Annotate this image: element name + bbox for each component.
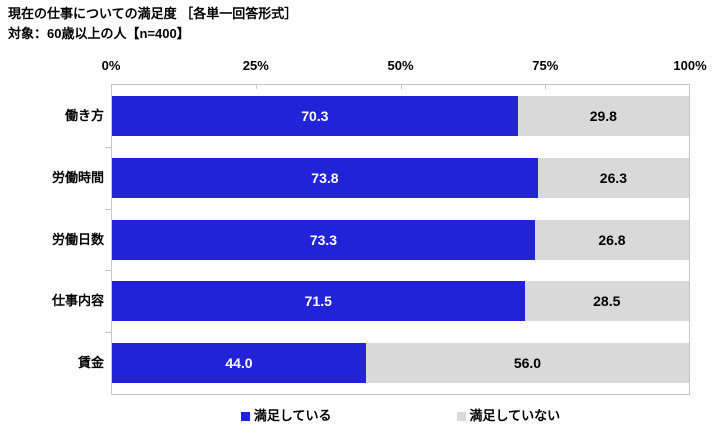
axis-top-tick [400, 85, 402, 89]
bar-segment-not-satisfied: 28.5 [524, 281, 689, 322]
bar-row: 73.8 26.3 [112, 157, 689, 198]
legend-label: 満足していない [469, 408, 561, 423]
axis-top-tick [544, 85, 546, 89]
legend-swatch-not-satisfied [456, 411, 466, 421]
bar-segment-not-satisfied: 56.0 [365, 343, 689, 384]
axis-left-tick [105, 146, 111, 148]
bar-row: 70.3 29.8 [112, 95, 689, 136]
x-axis-tick-label: 25% [242, 58, 269, 73]
chart-legend: 満足している 満足していない [111, 408, 690, 424]
category-label: 賃金 [77, 355, 104, 371]
legend-label: 満足している [253, 408, 332, 423]
x-axis-tick-label: 100% [673, 58, 707, 73]
bar-segment-not-satisfied: 26.3 [537, 157, 689, 198]
page-title: 現在の仕事についての満足度 ［各単一回答形式］ [8, 6, 298, 21]
category-label: 働き方 [64, 107, 104, 123]
axis-left-tick [105, 208, 111, 210]
axis-left-tick [105, 332, 111, 334]
category-label: 労働時間 [51, 169, 104, 185]
x-axis-tick-label: 50% [387, 58, 414, 73]
category-label: 労働日数 [51, 231, 104, 247]
bar-segment-satisfied: 73.8 [112, 157, 538, 198]
bar-segment-satisfied: 70.3 [112, 95, 518, 136]
bar-row: 44.0 56.0 [112, 343, 689, 384]
bar-segment-not-satisfied: 29.8 [517, 95, 689, 136]
axis-top-tick [256, 85, 258, 89]
category-label: 仕事内容 [51, 293, 104, 309]
axis-left-tick [105, 270, 111, 272]
legend-item-satisfied: 満足している [240, 408, 332, 424]
x-axis-tick-label: 75% [532, 58, 559, 73]
x-axis-tick-label: 0% [101, 58, 121, 73]
legend-item-not-satisfied: 満足していない [456, 408, 561, 424]
bar-segment-satisfied: 73.3 [112, 219, 535, 260]
bar-row: 71.5 28.5 [112, 281, 689, 322]
legend-swatch-satisfied [240, 411, 250, 421]
bar-segment-satisfied: 71.5 [112, 281, 525, 322]
bar-segment-not-satisfied: 26.8 [534, 219, 689, 260]
bar-segment-satisfied: 44.0 [112, 343, 366, 384]
bar-row: 73.3 26.8 [112, 219, 689, 260]
plot-area: 70.3 29.8 73.8 26.3 73.3 26.8 71.5 28.5 44.0 56.0 [111, 84, 690, 395]
page-subtitle: 対象：60歳以上の人【n=400】 [8, 26, 190, 41]
